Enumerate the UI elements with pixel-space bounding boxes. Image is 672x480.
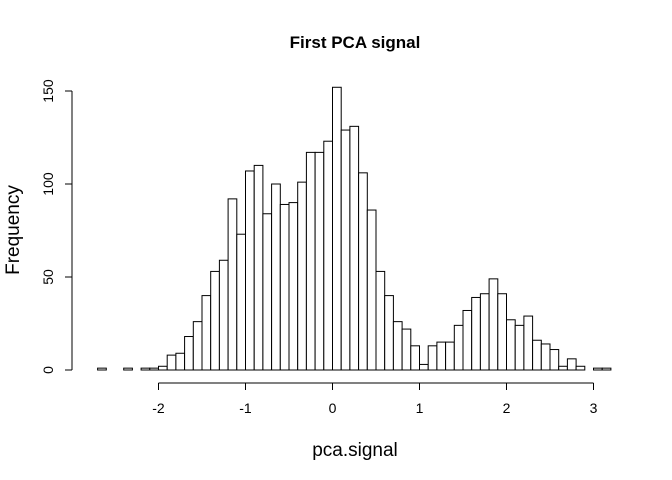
histogram-bars — [97, 86, 612, 371]
histogram-bar — [166, 354, 177, 371]
histogram-bar — [340, 129, 351, 371]
histogram-bar — [210, 270, 220, 371]
histogram-bar — [532, 339, 542, 371]
histogram-bar — [575, 365, 586, 371]
histogram-bar — [262, 213, 273, 371]
x-axis: -2 -1 0 1 2 3 — [152, 382, 598, 416]
histogram-bar — [140, 367, 151, 371]
y-tick-label: 0 — [40, 366, 56, 374]
histogram-bar — [149, 367, 160, 371]
histogram-bar — [158, 365, 168, 371]
x-tick-label: 2 — [503, 400, 511, 416]
histogram-bar — [566, 358, 577, 371]
histogram-bar — [558, 365, 568, 371]
histogram-bar — [184, 336, 194, 371]
x-tick-label: -2 — [152, 400, 165, 416]
histogram-bar — [314, 151, 325, 371]
histogram-bar — [305, 151, 316, 371]
histogram-bar — [419, 363, 429, 371]
histogram-bar — [427, 345, 438, 371]
histogram-bar — [462, 309, 473, 371]
histogram-bar — [445, 341, 455, 371]
histogram-bar — [332, 86, 342, 371]
histogram-bar — [523, 315, 534, 371]
histogram-bar — [540, 343, 551, 371]
histogram-bar — [601, 367, 612, 371]
histogram-bar — [375, 270, 386, 371]
histogram-bar — [471, 296, 481, 371]
histogram-bar — [253, 164, 264, 371]
histogram-bar — [410, 345, 420, 371]
histogram-bar — [358, 172, 368, 371]
histogram-bar — [279, 203, 290, 371]
y-tick-label: 100 — [40, 172, 56, 196]
histogram-bar — [497, 293, 507, 371]
histogram-bar — [401, 328, 412, 371]
histogram-bar — [175, 352, 186, 371]
x-tick-label: -1 — [239, 400, 252, 416]
histogram-bar — [201, 295, 212, 371]
histogram-bar — [514, 324, 525, 371]
histogram-bar — [288, 202, 299, 371]
x-axis-label: pca.signal — [312, 440, 398, 461]
histogram-bar — [123, 367, 133, 371]
histogram-bar — [436, 341, 447, 371]
histogram-bar — [192, 321, 203, 371]
histogram-bar — [218, 259, 229, 371]
histogram-bar — [323, 140, 333, 371]
x-tick-label: 0 — [329, 400, 337, 416]
histogram-bar — [479, 293, 490, 371]
histogram-bar — [349, 125, 360, 371]
x-tick-label: 1 — [416, 400, 424, 416]
y-tick-label: 50 — [40, 269, 56, 285]
histogram-bar — [271, 183, 281, 371]
histogram-bar — [453, 324, 464, 371]
histogram-bar — [506, 319, 516, 371]
y-axis: 0 50 100 150 — [40, 79, 73, 374]
histogram-bar — [297, 181, 307, 371]
histogram-bar — [488, 278, 499, 371]
histogram-bar — [97, 367, 107, 371]
y-axis-label: Frequency — [3, 185, 24, 275]
histogram-bar — [384, 295, 394, 371]
histogram-bar — [245, 170, 255, 371]
x-tick-label: 3 — [590, 400, 598, 416]
histogram-bar — [227, 198, 238, 371]
histogram-bar — [236, 233, 247, 371]
histogram-bar — [392, 321, 403, 371]
histogram-bar — [593, 367, 603, 371]
chart-title: First PCA signal — [290, 33, 421, 52]
y-tick-label: 150 — [40, 79, 56, 103]
histogram-bar — [366, 209, 377, 371]
histogram-bar — [549, 349, 560, 371]
